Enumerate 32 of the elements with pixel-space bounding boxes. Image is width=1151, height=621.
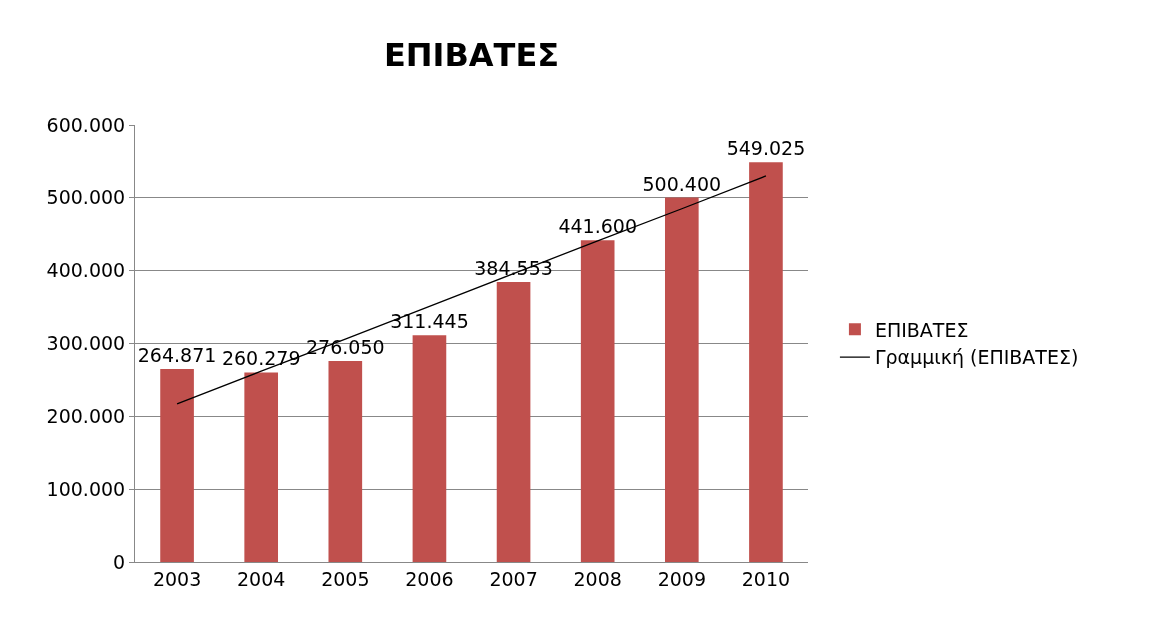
- y-tick-label: 100.000: [46, 477, 126, 500]
- x-tick-label: 2008: [573, 567, 622, 590]
- x-tick-label: 2004: [237, 567, 286, 590]
- y-tick-label: 200.000: [46, 404, 126, 427]
- x-tick-label: 2006: [405, 567, 454, 590]
- x-tick-label: 2005: [321, 567, 370, 590]
- legend-label: Γραμμική (ΕΠΙΒΑΤΕΣ): [874, 346, 1079, 369]
- bar: [664, 197, 699, 562]
- data-label: 549.025: [726, 137, 806, 160]
- data-label: 260.279: [221, 347, 301, 370]
- y-tick-label: 600.000: [46, 113, 126, 136]
- chart-title: ΕΠΙΒΑΤΕΣ: [383, 35, 560, 74]
- data-label: 264.871: [137, 344, 217, 367]
- legend-label: ΕΠΙΒΑΤΕΣ: [874, 318, 969, 341]
- y-tick-label: 400.000: [46, 259, 126, 282]
- data-label: 311.445: [390, 310, 469, 333]
- bar: [749, 162, 783, 562]
- x-tick-label: 2010: [741, 567, 791, 590]
- x-tick-label: 2009: [657, 567, 706, 590]
- data-label: 441.600: [558, 215, 637, 238]
- y-tick-label: 0: [113, 550, 126, 573]
- x-tick-label: 2007: [489, 567, 538, 590]
- bar: [496, 281, 531, 562]
- y-tick-label: 300.000: [46, 332, 126, 355]
- bar: [580, 240, 615, 562]
- y-tick-label: 500.000: [46, 186, 126, 209]
- x-tick-label: 2003: [152, 567, 202, 590]
- data-label: 500.400: [642, 172, 722, 195]
- bar: [412, 335, 447, 562]
- bar: [160, 369, 194, 562]
- bar: [244, 372, 279, 562]
- bar: [328, 360, 363, 562]
